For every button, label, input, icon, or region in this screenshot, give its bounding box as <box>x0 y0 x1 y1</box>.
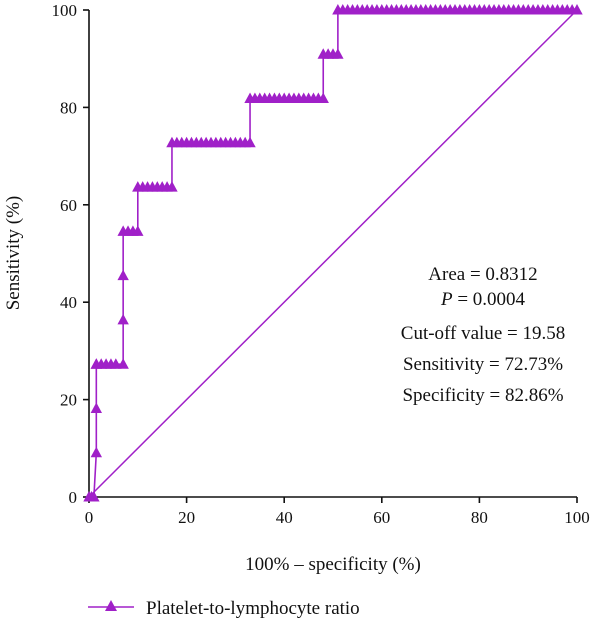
legend-triangle-marker <box>105 600 117 611</box>
roc-point-marker <box>132 225 144 236</box>
x-axis-title: 100% – specificity (%) <box>245 554 421 575</box>
y-tick-label: 0 <box>69 488 78 507</box>
legend: Platelet-to-lymphocyte ratio <box>88 598 360 619</box>
roc-point-marker <box>317 92 329 104</box>
roc-point-marker <box>244 136 256 148</box>
y-ticks: 0 20 40 60 80 100 <box>52 1 89 507</box>
roc-point-marker <box>117 313 129 325</box>
roc-point-marker <box>90 446 103 458</box>
roc-point-marker <box>332 48 344 59</box>
x-tick-label: 100 <box>564 508 590 527</box>
annotation-cutoff: Cut-off value = 19.58 <box>401 323 565 344</box>
y-tick-label: 60 <box>60 196 77 215</box>
roc-point-marker <box>110 358 122 369</box>
roc-point-marker <box>571 4 583 15</box>
y-tick-label: 80 <box>60 98 77 117</box>
y-axis-title: Sensitivity (%) <box>3 196 24 311</box>
roc-point-marker <box>90 402 103 413</box>
stats-annotation: Area = 0.8312 P = 0.0004 Cut-off value =… <box>401 264 565 406</box>
annotation-specificity: Specificity = 82.86% <box>402 385 563 406</box>
roc-point-marker <box>166 181 178 192</box>
annotation-p-letter: P <box>440 289 453 310</box>
x-ticks: 0 20 40 60 80 100 <box>85 497 590 527</box>
x-tick-label: 60 <box>373 508 390 527</box>
x-tick-label: 40 <box>276 508 293 527</box>
roc-point-marker <box>117 269 129 281</box>
x-tick-label: 80 <box>471 508 488 527</box>
legend-label: Platelet-to-lymphocyte ratio <box>146 598 360 619</box>
y-tick-label: 20 <box>60 391 77 410</box>
roc-point-marker <box>88 491 100 502</box>
reference-diagonal-line <box>88 9 578 498</box>
annotation-sensitivity: Sensitivity = 72.73% <box>403 354 563 375</box>
annotation-area: Area = 0.8312 <box>428 264 537 285</box>
annotation-p-value: P = 0.0004 <box>440 289 526 310</box>
x-tick-label: 20 <box>178 508 195 527</box>
series-layer <box>83 4 583 502</box>
x-tick-label: 0 <box>85 508 94 527</box>
roc-point-marker <box>117 358 129 369</box>
y-tick-label: 40 <box>60 293 77 312</box>
y-tick-label: 100 <box>52 1 78 20</box>
annotation-p-rest: = 0.0004 <box>453 289 526 310</box>
